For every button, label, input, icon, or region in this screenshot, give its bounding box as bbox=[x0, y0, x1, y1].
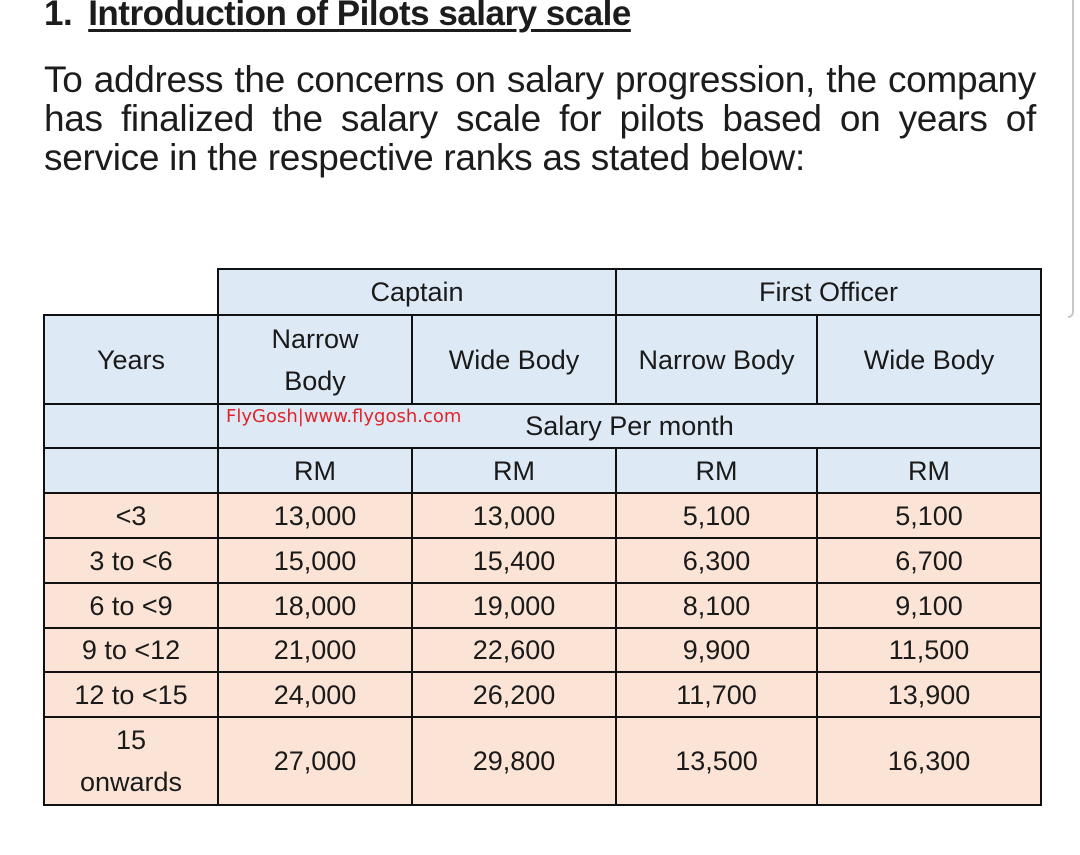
table-cell: 9,900 bbox=[615, 627, 818, 673]
table-row-years: 12 to <15 bbox=[43, 671, 219, 718]
table-cell: 21,000 bbox=[217, 627, 413, 673]
table-cell: 13,900 bbox=[816, 671, 1042, 718]
header-fo-narrow-body: Narrow Body bbox=[615, 314, 818, 405]
currency-cell: RM bbox=[411, 447, 617, 494]
currency-years-blank bbox=[43, 447, 219, 494]
header-first-officer: First Officer bbox=[615, 268, 1042, 316]
table-cell: 13,000 bbox=[411, 492, 617, 539]
header-years: Years bbox=[43, 314, 219, 405]
table-cell: 22,600 bbox=[411, 627, 617, 673]
table-cell: 9,100 bbox=[816, 582, 1042, 629]
table-row-years: 9 to <12 bbox=[43, 627, 219, 673]
table-cell: 29,800 bbox=[411, 716, 617, 806]
table-cell: 15,400 bbox=[411, 537, 617, 584]
header-fo-wide-body: Wide Body bbox=[816, 314, 1042, 405]
table-cell: 16,300 bbox=[816, 716, 1042, 806]
table-cell: 13,000 bbox=[217, 492, 413, 539]
header-captain-narrow-body: Narrow Body bbox=[217, 314, 413, 405]
table-cell: 26,200 bbox=[411, 671, 617, 718]
table-cell: 6,700 bbox=[816, 537, 1042, 584]
table-row-years: 6 to <9 bbox=[43, 582, 219, 629]
table-cell: 15,000 bbox=[217, 537, 413, 584]
intro-paragraph: To address the concerns on salary progre… bbox=[44, 59, 1036, 178]
table-cell: 18,000 bbox=[217, 582, 413, 629]
currency-cell: RM bbox=[615, 447, 818, 494]
section-title: 1. Introduction of Pilots salary scale bbox=[44, 0, 631, 34]
currency-cell: RM bbox=[816, 447, 1042, 494]
table-cell: 5,100 bbox=[615, 492, 818, 539]
salary-per-month-label: Salary Per month bbox=[217, 403, 1042, 449]
currency-cell: RM bbox=[217, 447, 413, 494]
salary-label-years-blank bbox=[43, 403, 219, 449]
scrollbar-edge[interactable] bbox=[1068, 0, 1074, 318]
watermark-text: FlyGosh|www.flygosh.com bbox=[226, 406, 462, 427]
table-row-years: <3 bbox=[43, 492, 219, 539]
table-row-years: 15 onwards bbox=[43, 716, 219, 806]
header-captain: Captain bbox=[217, 268, 617, 316]
table-row-years: 3 to <6 bbox=[43, 537, 219, 584]
header-captain-wide-body: Wide Body bbox=[411, 314, 617, 405]
table-cell: 5,100 bbox=[816, 492, 1042, 539]
section-title-text: Introduction of Pilots salary scale bbox=[88, 0, 631, 33]
table-cell: 11,700 bbox=[615, 671, 818, 718]
table-cell: 6,300 bbox=[615, 537, 818, 584]
table-cell: 8,100 bbox=[615, 582, 818, 629]
table-cell: 13,500 bbox=[615, 716, 818, 806]
table-cell: 24,000 bbox=[217, 671, 413, 718]
section-number: 1. bbox=[44, 0, 73, 33]
table-cell: 11,500 bbox=[816, 627, 1042, 673]
table-cell: 27,000 bbox=[217, 716, 413, 806]
table-cell: 19,000 bbox=[411, 582, 617, 629]
